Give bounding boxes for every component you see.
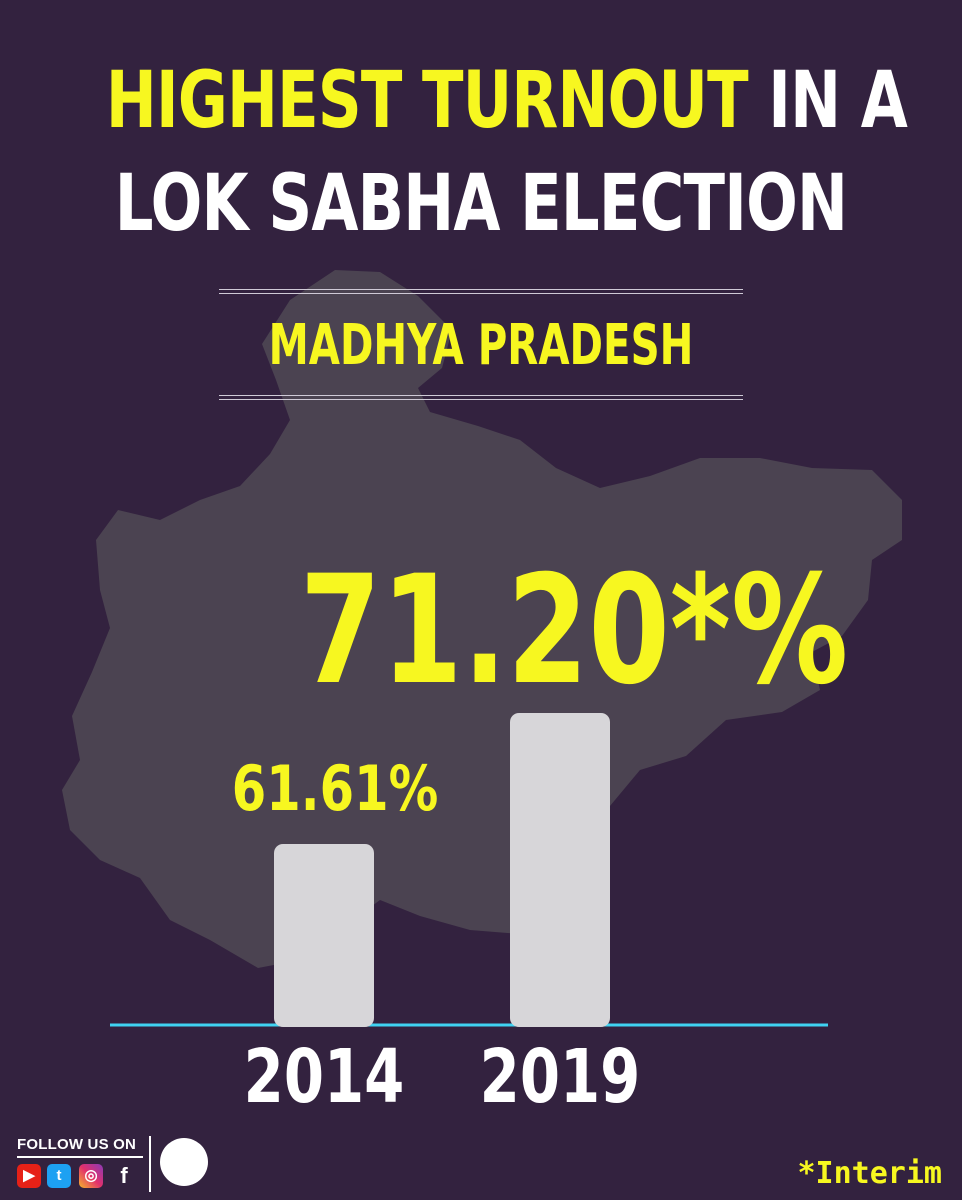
value-label-2014: 61.61% bbox=[232, 754, 439, 826]
divider-bottom bbox=[219, 395, 743, 400]
state-subtitle: MADHYA PRADESH bbox=[268, 313, 694, 378]
election-logo bbox=[160, 1138, 208, 1186]
headline-highlight: HIGHEST TURNOUT bbox=[105, 56, 749, 146]
x-tick-label-2019: 2019 bbox=[480, 1033, 641, 1120]
x-tick-label-2014: 2014 bbox=[244, 1033, 405, 1120]
headline-line-1: HIGHEST TURNOUT IN A bbox=[106, 62, 908, 140]
follow-us-text: FOLLOW US ON bbox=[17, 1136, 137, 1153]
interim-note: *Interim bbox=[797, 1156, 943, 1191]
divider-top bbox=[219, 289, 743, 294]
facebook-icon[interactable]: f bbox=[120, 1163, 128, 1188]
youtube-icon[interactable]: ▶ bbox=[17, 1164, 41, 1188]
value-label-2019: 71.20*% bbox=[300, 543, 848, 718]
follow-underline bbox=[17, 1156, 143, 1158]
logo-divider bbox=[149, 1136, 151, 1192]
bar-2019 bbox=[510, 713, 610, 1027]
headline-rest: IN A bbox=[747, 56, 908, 146]
headline-line-2: LOK SABHA ELECTION bbox=[114, 159, 848, 249]
bar-2014 bbox=[274, 844, 374, 1027]
instagram-icon[interactable]: ◎ bbox=[79, 1164, 103, 1188]
twitter-icon[interactable]: t bbox=[47, 1164, 71, 1188]
